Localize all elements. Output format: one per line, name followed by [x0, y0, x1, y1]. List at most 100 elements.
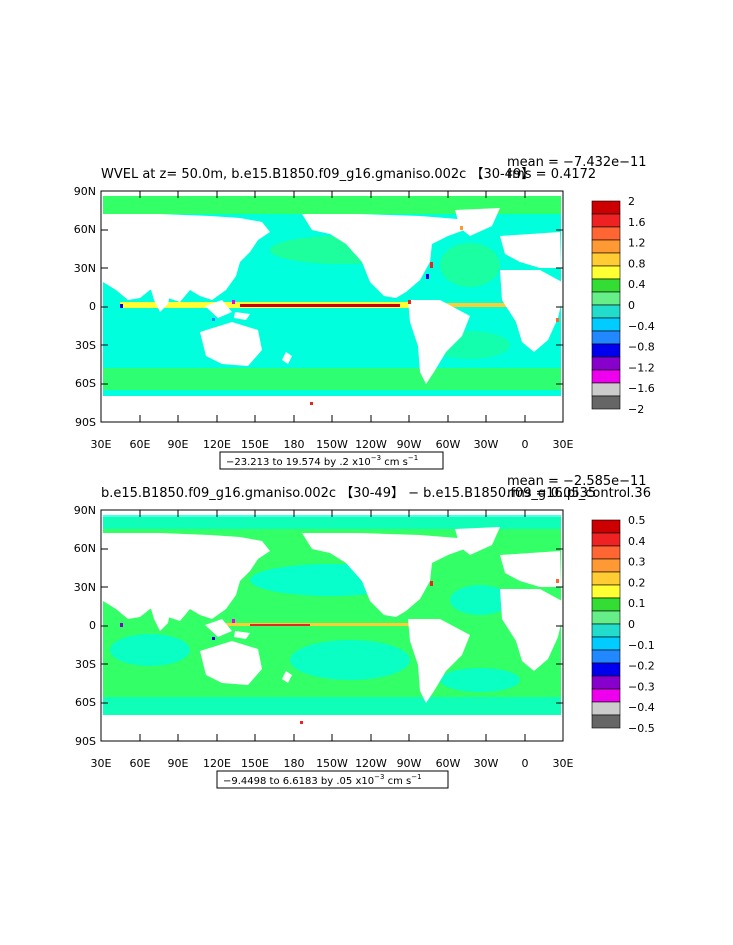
panel-1-map — [100, 190, 564, 423]
lat-label: 30N — [74, 581, 96, 594]
panel-1-rms: rms = 0.4172 — [507, 167, 596, 182]
panel-1-range-box: −23.213 to 19.574 by .2 x10−3 cm s−1 — [219, 451, 444, 470]
colorbar-label: −1.6 — [628, 382, 655, 395]
lon-label: 30W — [474, 438, 499, 451]
lat-label: 30S — [75, 339, 96, 352]
colorbar-swatch — [591, 291, 621, 306]
colorbar-label: 0.3 — [628, 556, 646, 569]
lon-label: 60E — [130, 757, 151, 770]
colorbar-label: 0.4 — [628, 278, 646, 291]
lon-label: 150E — [241, 757, 269, 770]
panel-1-lat-axis: 90N 60N 30N 0 30S 60S 90S — [74, 185, 563, 429]
lat-label: 90S — [75, 735, 96, 748]
panel-2-colorbar: 0.5 0.4 0.3 0.2 0.1 0 −0.1 −0.2 −0.3 −0.4 −0.5 — [591, 514, 655, 735]
colorbar-swatch — [591, 610, 621, 625]
panel-2-title: b.e15.B1850.f09_g16.gmaniso.002c 【30-49】… — [101, 486, 651, 501]
lon-label: 90W — [397, 438, 422, 451]
colorbar-label: −0.5 — [628, 722, 655, 735]
colorbar-swatch — [591, 623, 621, 638]
panel-2-rms: rms = 0.0535 — [507, 486, 596, 501]
lon-label: 30E — [91, 757, 112, 770]
southern-band — [103, 697, 561, 715]
atlantic-equator-band — [440, 303, 540, 307]
natl-patch — [440, 243, 500, 287]
panel-2-map — [100, 509, 564, 742]
lon-label: 90E — [168, 438, 189, 451]
range-exponent: −3 — [374, 773, 384, 781]
panel-2-lat-axis: 90N 60N 30N 0 30S 60S 90S — [74, 504, 563, 748]
colorbar-swatch — [591, 200, 621, 215]
colorbar-swatch — [591, 382, 621, 397]
colorbar-swatch — [591, 545, 621, 560]
colorbar-label: 0.2 — [628, 576, 646, 589]
colorbar-swatch — [591, 519, 621, 534]
colorbar-label: 0.4 — [628, 535, 646, 548]
range-text: −9.4498 to 6.6183 by .05 x10 — [223, 776, 374, 787]
lon-label: 60W — [436, 438, 461, 451]
lon-label: 120W — [355, 438, 387, 451]
colorbar-label: −0.2 — [628, 660, 655, 673]
lon-label: 180 — [284, 757, 305, 770]
lat-label: 90N — [74, 185, 96, 198]
colorbar-label: −0.8 — [628, 341, 655, 354]
colorbar-swatch — [591, 649, 621, 664]
lon-label: 90E — [168, 757, 189, 770]
equator-band — [220, 623, 410, 626]
panel-2-range-box: −9.4498 to 6.6183 by .05 x10−3 cm s−1 — [216, 770, 449, 789]
lat-label: 0 — [89, 300, 96, 313]
colorbar-swatch — [591, 597, 621, 612]
lat-label: 60N — [74, 542, 96, 555]
lon-label: 0 — [522, 438, 529, 451]
svg-text:−9.4498 to 6.6183 by .05 x10−3: −9.4498 to 6.6183 by .05 x10−3 cm s−1 — [223, 773, 422, 787]
colorbar-swatch — [591, 395, 621, 410]
colorbar-label: 0.5 — [628, 514, 646, 527]
colorbar-swatch — [591, 369, 621, 384]
arctic-band — [103, 515, 561, 529]
colorbar-label: 0 — [628, 618, 635, 631]
panel-1-colorbar: 2 1.6 1.2 0.8 0.4 0 −0.4 −0.8 −1.2 −1.6 −2 — [591, 195, 655, 416]
lat-label: 30N — [74, 262, 96, 275]
colorbar-label: 0.1 — [628, 597, 646, 610]
lat-label: 60S — [75, 696, 96, 709]
colorbar-label: 1.6 — [628, 216, 646, 229]
lon-label: 180 — [284, 438, 305, 451]
colorbar-swatch — [591, 265, 621, 280]
colorbar-swatch — [591, 636, 621, 651]
range-exponent: −3 — [371, 454, 381, 462]
lon-label: 30W — [474, 757, 499, 770]
lon-label: 60E — [130, 438, 151, 451]
colorbar-swatch — [591, 675, 621, 690]
lat-label: 90N — [74, 504, 96, 517]
colorbar-swatch — [591, 701, 621, 716]
lon-label: 0 — [522, 757, 529, 770]
equator-band-red — [250, 624, 310, 626]
colorbar-swatch — [591, 213, 621, 228]
range-unit-exponent: −1 — [408, 454, 418, 462]
lat-label: 60N — [74, 223, 96, 236]
lon-label: 150E — [241, 438, 269, 451]
panel-1-mean: mean = −7.432e−11 — [507, 155, 647, 170]
panel-2-lon-axis: 30E 60E 90E 120E 150E 180 150W 120W 90W … — [91, 510, 574, 770]
colorbar-label: −2 — [628, 403, 644, 416]
cyan-patch — [450, 585, 510, 615]
cyan-patch — [440, 668, 520, 692]
lon-label: 60W — [436, 757, 461, 770]
colorbar-label: 0.8 — [628, 257, 646, 270]
colorbar-swatch — [591, 252, 621, 267]
cyan-patch — [110, 634, 190, 666]
range-text: −23.213 to 19.574 by .2 x10 — [226, 457, 371, 468]
colorbar-swatch — [591, 571, 621, 586]
lon-label: 150W — [316, 438, 348, 451]
panel-1-title: WVEL at z= 50.0m, b.e15.B1850.f09_g16.gm… — [101, 167, 534, 182]
panel-2: b.e15.B1850.f09_g16.gmaniso.002c 【30-49】… — [74, 474, 655, 789]
range-unit: cm s — [381, 457, 408, 468]
lat-label: 0 — [89, 619, 96, 632]
panel-2-mean: mean = −2.585e−11 — [507, 474, 647, 489]
colorbar-label: −1.2 — [628, 361, 655, 374]
colorbar-swatch — [591, 558, 621, 573]
colorbar-swatch — [591, 239, 621, 254]
colorbar-swatch — [591, 317, 621, 332]
svg-text:−23.213 to 19.574 by .2 x10−3: −23.213 to 19.574 by .2 x10−3 cm s−1 — [226, 454, 418, 468]
cyan-patch — [290, 640, 410, 680]
lon-label: 150W — [316, 757, 348, 770]
